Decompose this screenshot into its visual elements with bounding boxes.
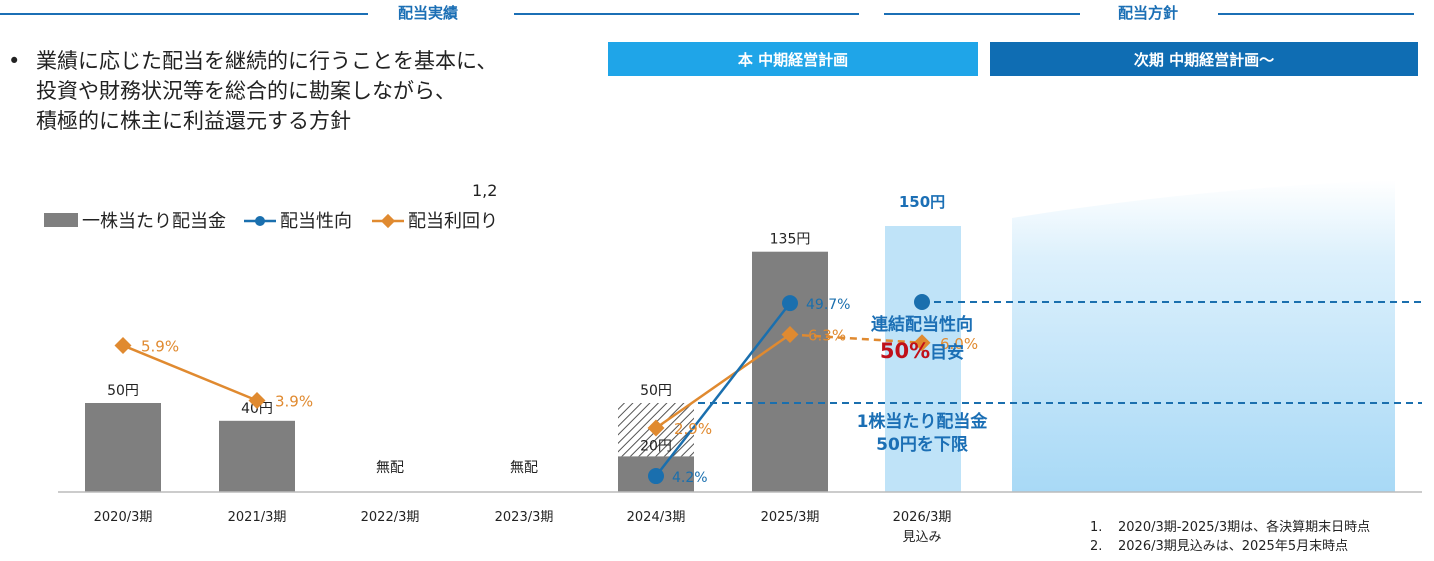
bar-value-label-2: 無配 bbox=[376, 460, 404, 476]
stray-label: 1,2 bbox=[472, 181, 497, 200]
chart-legend: 一株当たり配当金 配当性向 配当利回り bbox=[44, 211, 498, 232]
next-plan-area bbox=[1012, 180, 1395, 492]
forecast-highlight bbox=[885, 226, 961, 492]
yield-marker-4 bbox=[647, 419, 665, 437]
payout-line bbox=[655, 302, 791, 477]
bar-value-label-0: 50円 bbox=[107, 383, 139, 399]
policy-header-line-left bbox=[884, 13, 1080, 15]
results-header: 配当実績 bbox=[397, 4, 458, 22]
yield-label-6: 6.0% bbox=[940, 335, 978, 353]
payout-marker-4 bbox=[648, 468, 664, 485]
yield-line-early bbox=[122, 344, 258, 402]
yield-label-4: 2.9% bbox=[674, 420, 712, 438]
legend-payout-marker bbox=[255, 216, 265, 226]
x-tick-label-1: 2021/3期 bbox=[228, 510, 287, 525]
policy-bullet: • 業績に応じた配当を継続的に行うことを基本に、 投資や財務状況等を総合的に勘案… bbox=[8, 46, 497, 136]
footnote-1-text: 2020/3期-2025/3期は、各決算期末日時点 bbox=[1118, 520, 1371, 535]
yield-line-late bbox=[655, 333, 791, 430]
bar-value-label-5: 135円 bbox=[770, 232, 811, 248]
bar-0 bbox=[85, 403, 161, 492]
bar-1 bbox=[219, 420, 295, 492]
footnote-1: 1. 2020/3期-2025/3期は、各決算期末日時点 bbox=[1090, 518, 1370, 537]
bullet-line-1: 業績に応じた配当を継続的に行うことを基本に、 bbox=[36, 49, 498, 73]
bullet-marker: • bbox=[8, 49, 21, 73]
yield-marker-6 bbox=[913, 334, 931, 352]
results-header-line-right bbox=[514, 13, 859, 15]
yield-marker-0 bbox=[114, 337, 132, 354]
next-plan-band: 次期 中期経営計画～ bbox=[990, 42, 1418, 76]
x-tick-label-5: 2025/3期 bbox=[761, 510, 820, 525]
policy-header: 配当方針 bbox=[1117, 4, 1178, 22]
bar-5 bbox=[752, 251, 828, 492]
yield-label-0: 5.9% bbox=[141, 338, 179, 356]
bullet-line-2: 投資や財務状況等を総合的に勘案しながら、 bbox=[36, 79, 456, 103]
footnotes: 1. 2020/3期-2025/3期は、各決算期末日時点 2. 2026/3期見込み… bbox=[1090, 518, 1370, 556]
policy-header-line-right bbox=[1218, 13, 1414, 15]
bar-inner-label-2024: 20円 bbox=[640, 438, 672, 454]
bar-value-label-4: 50円 bbox=[640, 383, 672, 399]
legend-bar-label: 一株当たり配当金 bbox=[82, 211, 226, 232]
results-header-line-left bbox=[0, 13, 368, 15]
dps-floor-label-1: 1株当たり配当金 bbox=[857, 411, 989, 432]
footnote-2-num: 2. bbox=[1090, 539, 1103, 554]
bar-value-label-6: 150円 bbox=[899, 193, 945, 211]
current-plan-band: 本 中期経営計画 bbox=[608, 42, 978, 76]
x-tick-label-0: 2020/3期 bbox=[94, 510, 153, 525]
x-tick-label-2: 2022/3期 bbox=[361, 510, 420, 525]
x-tick-label-6: 2026/3期 bbox=[893, 510, 952, 525]
payout-target-percent: 50% bbox=[880, 339, 930, 363]
yield-label-5: 6.3% bbox=[808, 327, 846, 345]
footnote-2-text: 2026/3期見込みは、2025年5月末時点 bbox=[1118, 539, 1349, 554]
yield-marker-5 bbox=[781, 326, 799, 343]
payout-label-4: 4.2% bbox=[672, 470, 708, 486]
payout-target-value: 50%目安 bbox=[880, 339, 964, 363]
yield-line-forecast bbox=[789, 333, 923, 344]
x-tick-label-4: 2024/3期 bbox=[627, 510, 686, 525]
bullet-line-3: 積極的に株主に利益還元する方針 bbox=[36, 109, 351, 133]
legend-yield-label: 配当利回り bbox=[408, 211, 498, 232]
yield-marker-1 bbox=[248, 392, 266, 409]
legend-bar-swatch bbox=[44, 213, 78, 227]
payout-marker-6 bbox=[914, 294, 930, 310]
bar-value-label-3: 無配 bbox=[510, 460, 538, 476]
dps-floor-label-2: 50円を下限 bbox=[876, 435, 968, 455]
payout-marker-5 bbox=[782, 295, 798, 312]
footnote-2: 2. 2026/3期見込みは、2025年5月末時点 bbox=[1090, 537, 1370, 556]
payout-target-suffix: 目安 bbox=[930, 342, 964, 363]
x-tick-sublabel-6: 見込み bbox=[902, 530, 941, 545]
yield-label-1: 3.9% bbox=[275, 393, 313, 411]
legend-yield-marker bbox=[380, 213, 396, 229]
payout-label-5: 49.7% bbox=[806, 297, 850, 313]
legend-payout-label: 配当性向 bbox=[280, 211, 352, 232]
payout-target-label: 連結配当性向 bbox=[871, 314, 973, 335]
x-tick-label-3: 2023/3期 bbox=[495, 510, 554, 525]
footnote-1-num: 1. bbox=[1090, 520, 1103, 535]
